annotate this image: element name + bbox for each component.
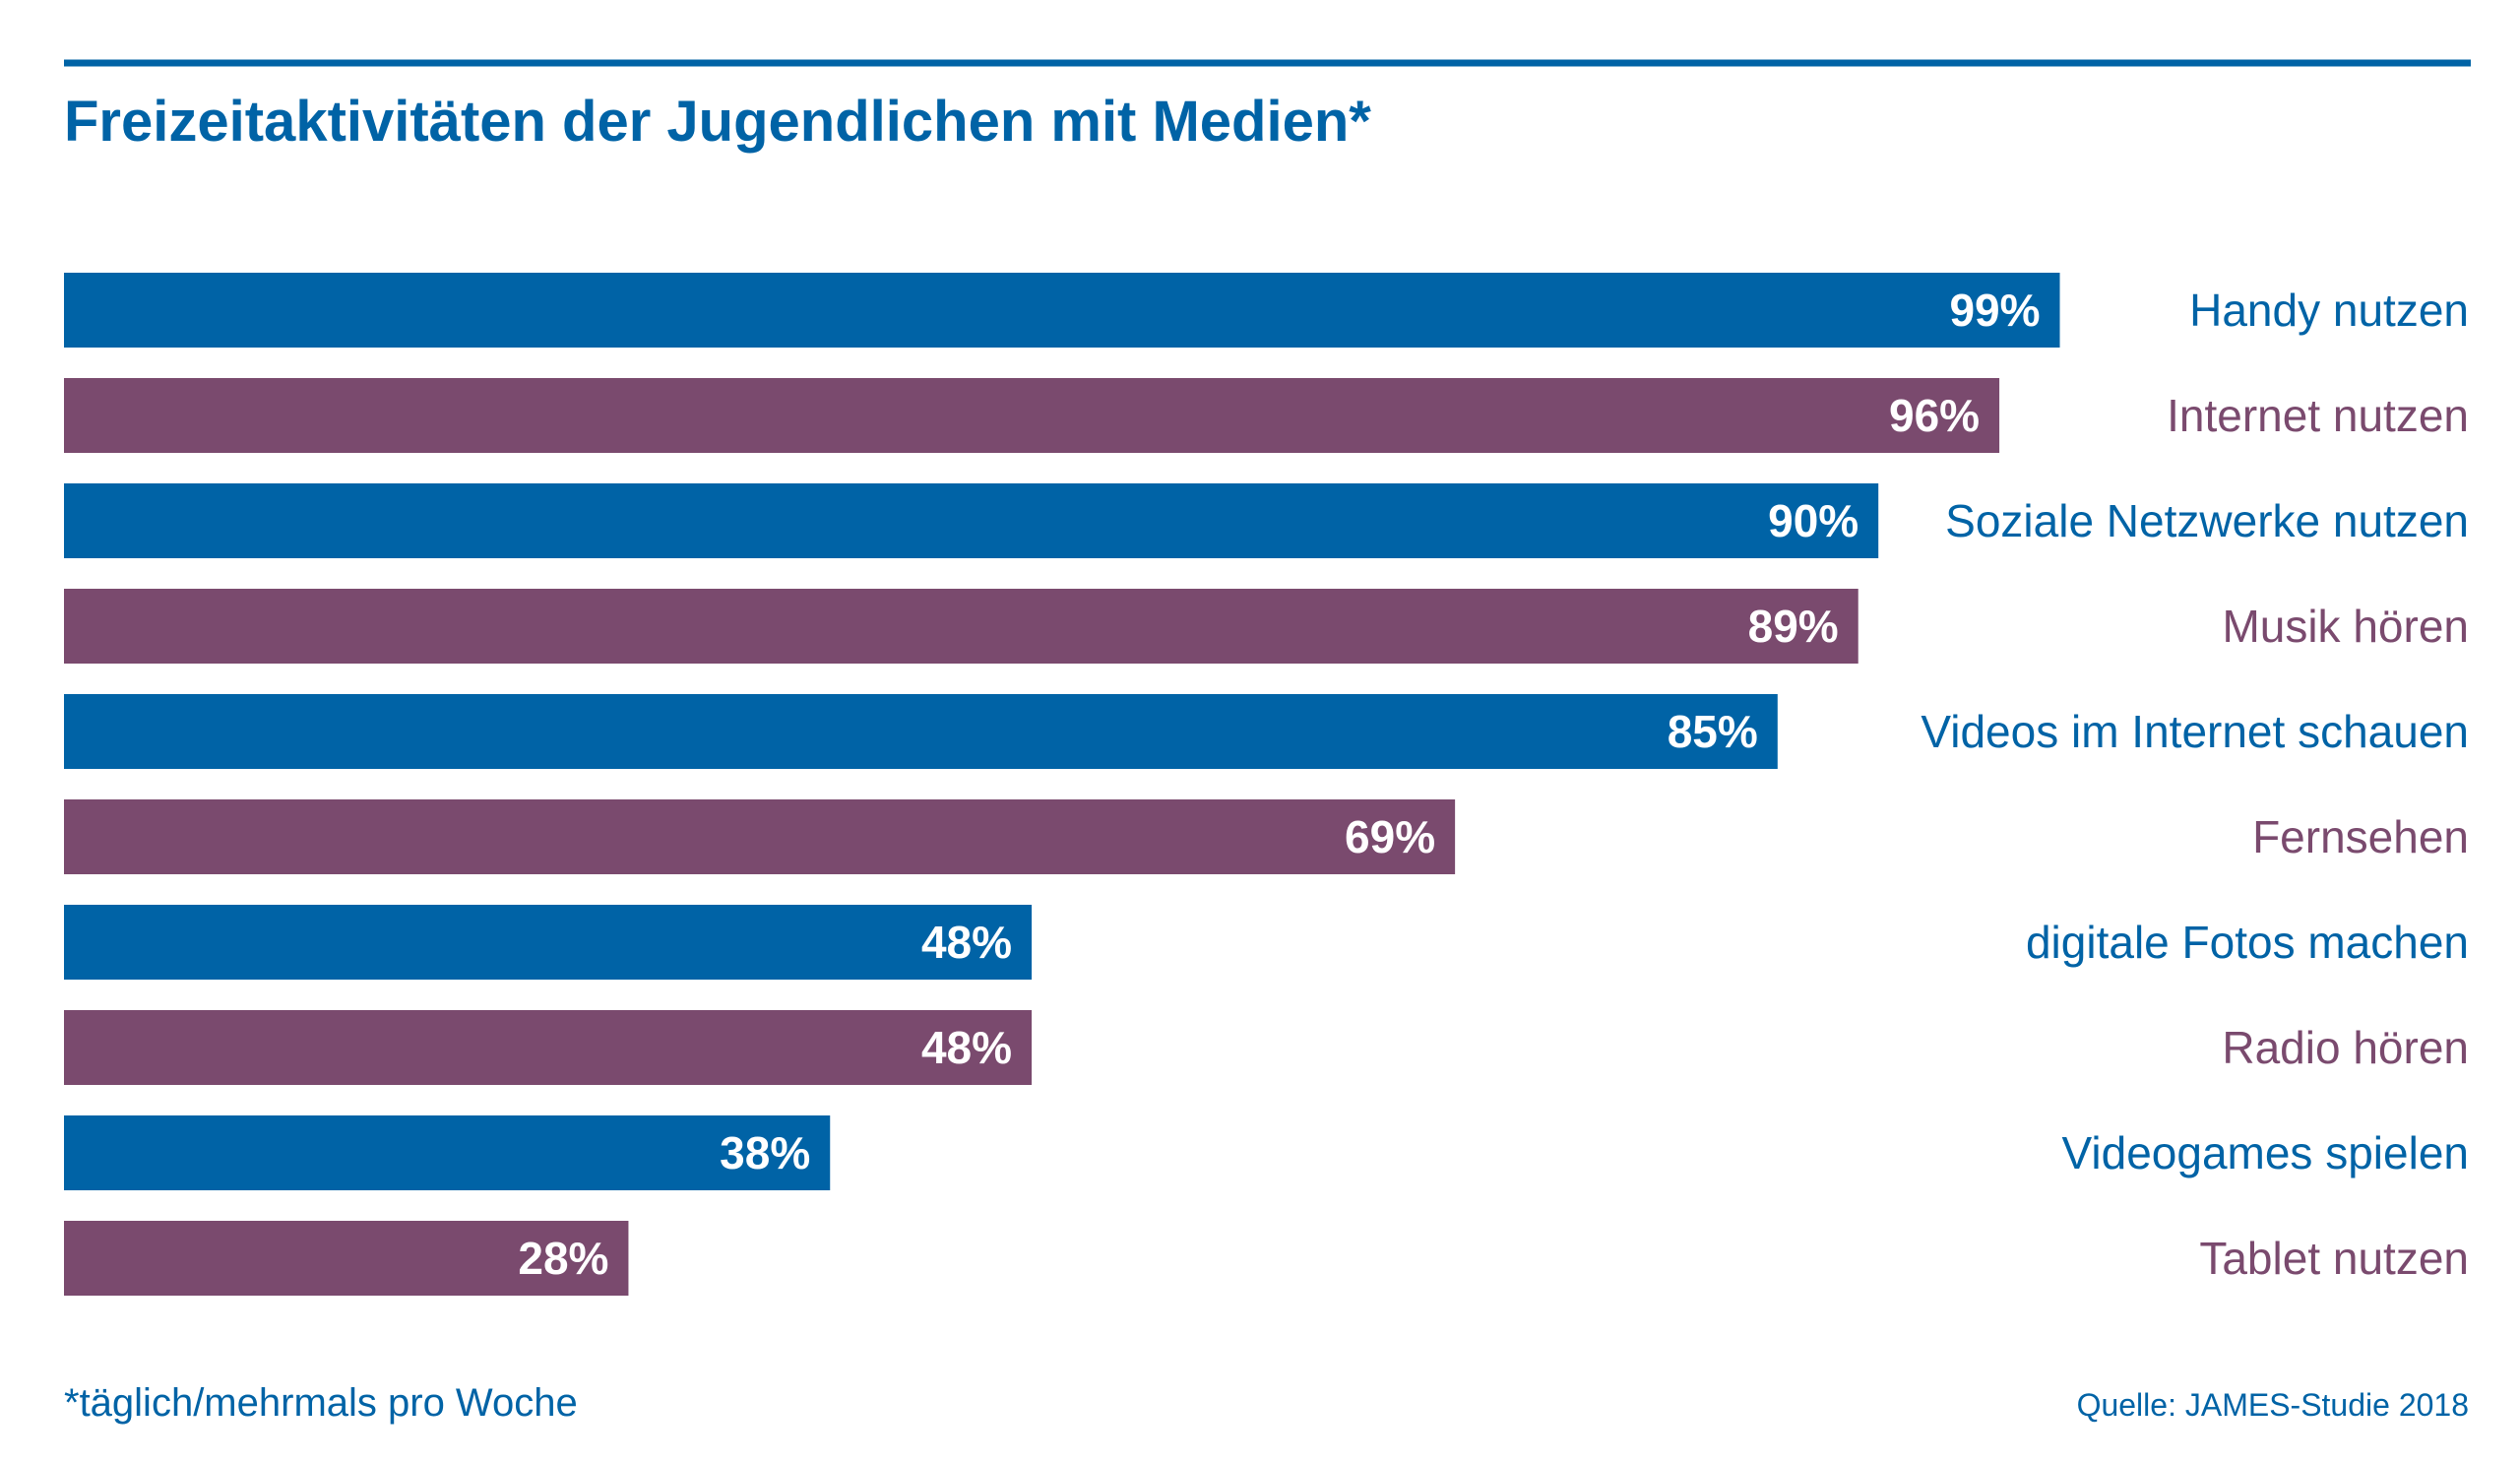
bar-3: [64, 589, 1858, 664]
bar-2: [64, 483, 1879, 558]
category-label-5: Fernsehen: [2252, 811, 2469, 862]
category-label-2: Soziale Netzwerke nutzen: [1945, 495, 2469, 546]
chart-title: Freizeitaktivitäten der Jugendlichen mit…: [64, 90, 1371, 154]
bar-value-label-9: 28%: [518, 1233, 608, 1284]
bar-value-label-2: 90%: [1768, 495, 1858, 546]
bar-1: [64, 378, 2000, 453]
source-label: Quelle: JAMES-Studie 2018: [2077, 1387, 2469, 1423]
category-label-6: digitale Fotos machen: [2026, 917, 2469, 968]
bar-6: [64, 905, 1033, 980]
bar-5: [64, 799, 1456, 874]
bar-7: [64, 1010, 1033, 1085]
bar-value-label-1: 96%: [1889, 390, 1980, 441]
bar-value-label-3: 89%: [1748, 601, 1839, 652]
category-label-4: Videos im Internet schauen: [1921, 706, 2469, 757]
footnote: *täglich/mehrmals pro Woche: [64, 1381, 578, 1425]
category-label-1: Internet nutzen: [2167, 390, 2469, 441]
category-label-8: Videogames spielen: [2062, 1127, 2469, 1178]
bar-value-label-5: 69%: [1345, 811, 1435, 862]
category-label-7: Radio hören: [2222, 1022, 2469, 1073]
bars-group: 99% Handy nutzen 96% Internet nutzen 90% Sozi…: [64, 273, 2469, 1296]
bar-0: [64, 273, 2060, 348]
category-label-0: Handy nutzen: [2189, 285, 2469, 336]
bar-4: [64, 694, 1778, 769]
category-label-9: Tablet nutzen: [2199, 1233, 2469, 1284]
bar-value-label-7: 48%: [921, 1022, 1012, 1073]
bar-value-label-0: 99%: [1949, 285, 2040, 336]
bar-value-label-6: 48%: [921, 917, 1012, 968]
bar-value-label-4: 85%: [1668, 706, 1758, 757]
bar-8: [64, 1115, 831, 1190]
category-label-3: Musik hören: [2222, 601, 2469, 652]
bar-value-label-8: 38%: [720, 1127, 810, 1178]
bar-9: [64, 1221, 629, 1296]
